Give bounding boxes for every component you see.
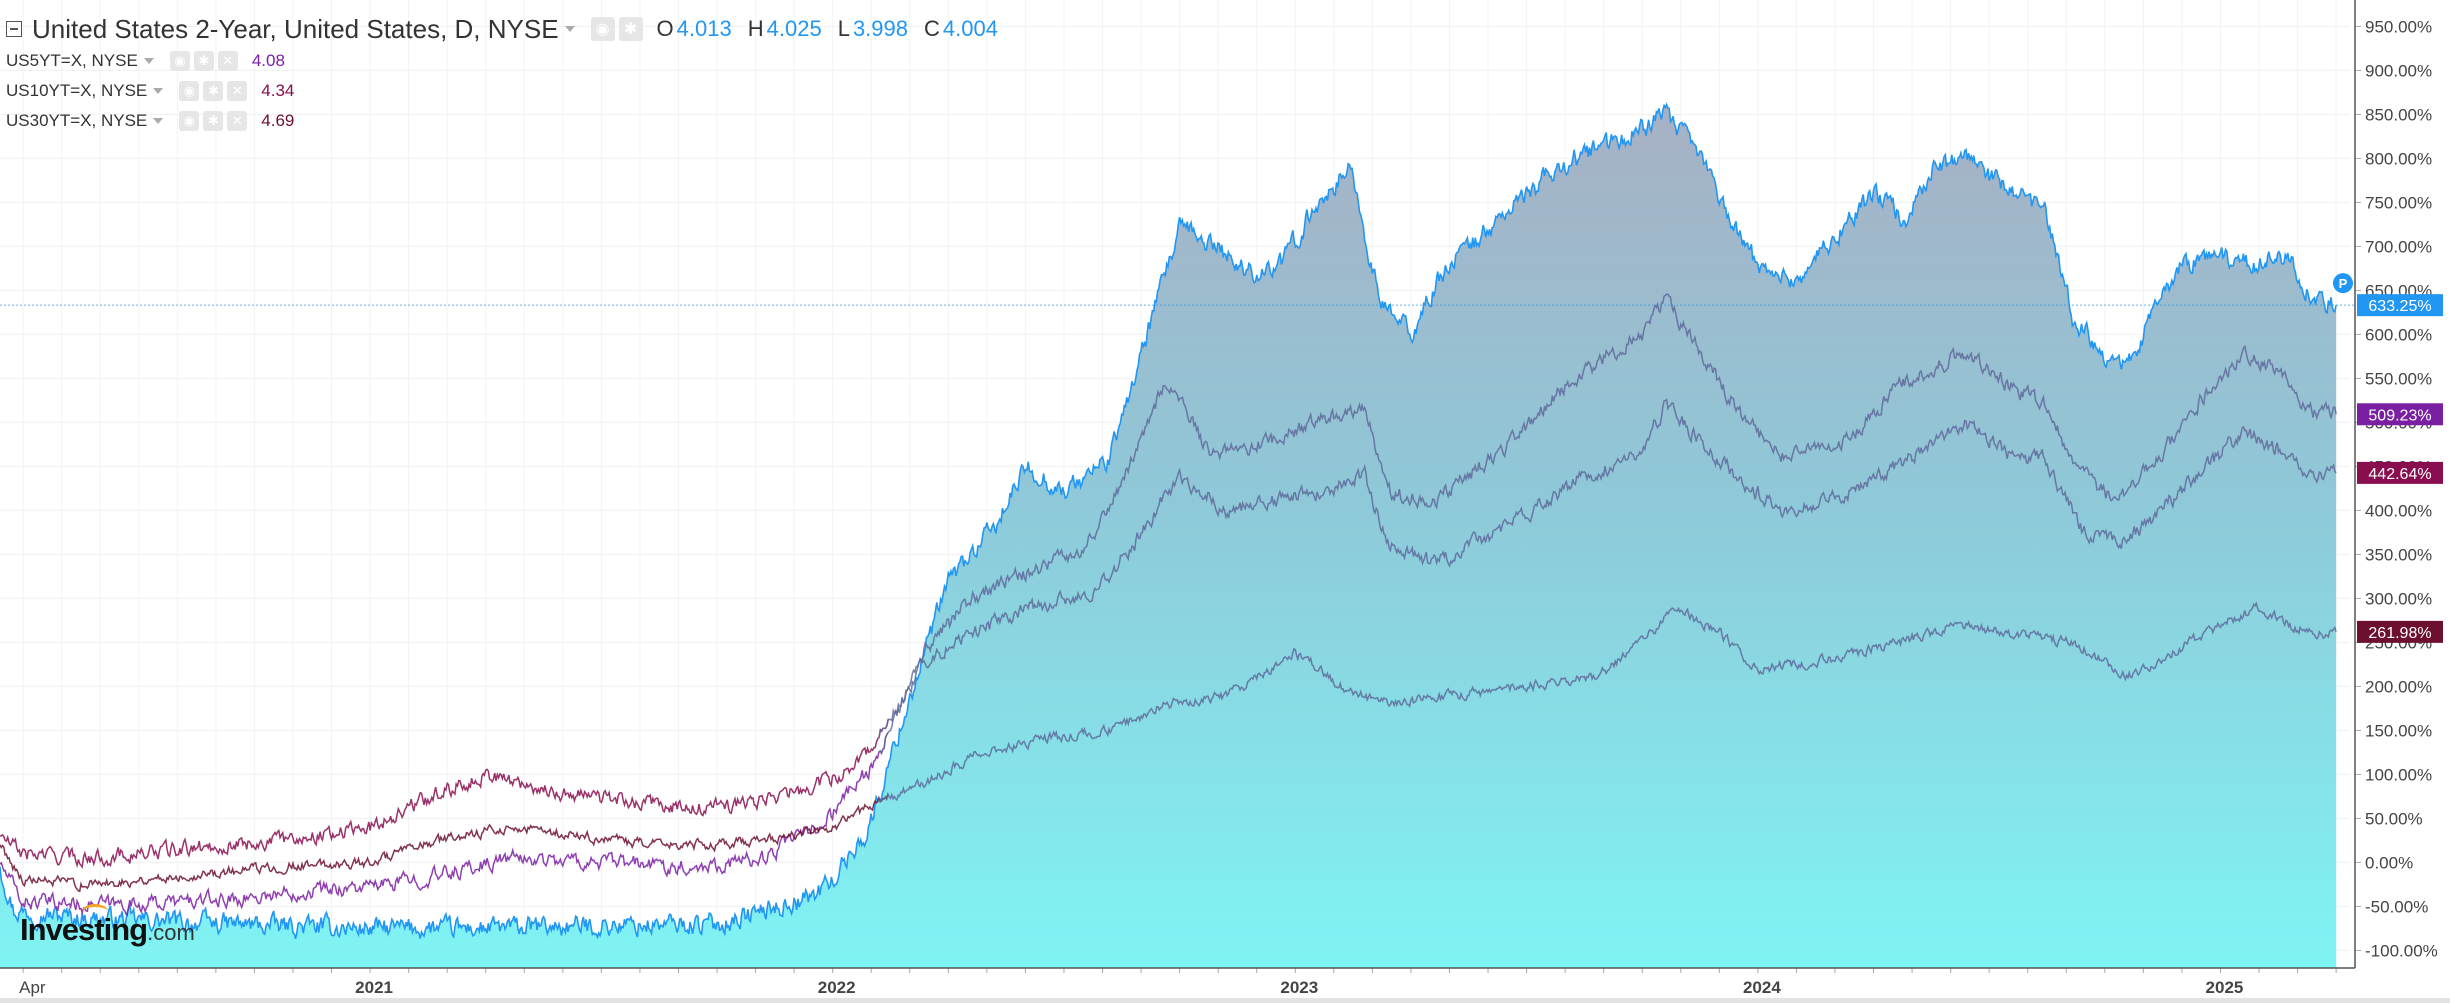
collapse-legend-icon[interactable] <box>6 21 22 37</box>
y-tick-label: 600.00% <box>2365 325 2432 344</box>
chevron-down-icon[interactable] <box>564 26 575 32</box>
eye-icon[interactable]: ◉ <box>169 51 190 71</box>
legend-series-row: US10YT=X, NYSE ◉ ✱ ✕ 4.34 <box>6 76 1014 106</box>
legend-series-row: US5YT=X, NYSE ◉ ✱ ✕ 4.08 <box>6 46 1014 76</box>
series-line-us5yt <box>0 732 889 917</box>
y-tick-label: 150.00% <box>2365 721 2432 740</box>
last-value-badge <box>2357 461 2443 484</box>
legend-series-name[interactable]: US5YT=X, NYSE <box>6 51 138 70</box>
series-line-us5yt-recent <box>878 293 2337 755</box>
series-line-2y <box>0 102 2337 940</box>
last-value-badge <box>2357 403 2443 426</box>
legend-main-row: United States 2-Year, United States, D, … <box>6 12 1014 46</box>
x-tick-label: Apr <box>19 978 46 997</box>
y-tick-label: 700.00% <box>2365 237 2432 256</box>
y-tick-label: 400.00% <box>2365 501 2432 520</box>
gear-icon[interactable]: ✱ <box>193 51 214 71</box>
legend-main-title[interactable]: United States 2-Year, United States, D, … <box>32 13 559 44</box>
low-value: L 3.998 <box>837 16 908 41</box>
gear-icon[interactable]: ✱ <box>618 17 643 41</box>
x-tick-label: 2022 <box>818 978 856 997</box>
y-tick-label: 750.00% <box>2365 193 2432 212</box>
x-tick-label: 2023 <box>1280 978 1318 997</box>
gear-icon[interactable]: ✱ <box>203 111 224 131</box>
y-tick-label: 200.00% <box>2365 677 2432 696</box>
y-tick-label: 0.00% <box>2365 853 2413 872</box>
logo-suffix: .com <box>147 920 195 945</box>
gear-icon[interactable]: ✱ <box>203 81 224 101</box>
chevron-down-icon[interactable] <box>153 88 164 94</box>
y-tick-label: 950.00% <box>2365 17 2432 36</box>
eye-icon[interactable]: ◉ <box>179 111 200 131</box>
price-marker-icon <box>2333 273 2353 294</box>
x-tick-label: 2025 <box>2206 978 2244 997</box>
high-value: H 4.025 <box>747 16 822 41</box>
last-value-label: 442.64% <box>2368 466 2431 483</box>
chevron-down-icon[interactable] <box>143 58 154 64</box>
y-tick-label: 350.00% <box>2365 545 2432 564</box>
investing-logo: Investing.com <box>20 904 195 948</box>
close-icon[interactable]: ✕ <box>217 51 238 71</box>
y-tick-label: -100.00% <box>2365 941 2438 960</box>
series-line-us30yt <box>0 793 889 893</box>
y-tick-label: 100.00% <box>2365 765 2432 784</box>
chart-legend: United States 2-Year, United States, D, … <box>6 12 1014 136</box>
y-tick-label: 300.00% <box>2365 589 2432 608</box>
close-value: C 4.004 <box>924 16 998 41</box>
legend-series-value: 4.69 <box>261 111 295 130</box>
legend-series-value: 4.08 <box>251 51 285 70</box>
x-tick-label: 2021 <box>355 978 393 997</box>
eye-icon[interactable]: ◉ <box>179 81 200 101</box>
x-tick-label: 2024 <box>1743 978 1781 997</box>
last-value-label: 633.25% <box>2368 298 2431 315</box>
y-tick-label: 800.00% <box>2365 149 2432 168</box>
y-tick-label: 50.00% <box>2365 809 2423 828</box>
last-value-badge <box>2357 294 2443 317</box>
logo-arc-icon <box>82 904 108 919</box>
price-marker-label: P <box>2339 276 2348 291</box>
open-value: O 4.013 <box>656 16 732 41</box>
y-tick-label: -50.00% <box>2365 897 2428 916</box>
y-tick-label: 900.00% <box>2365 61 2432 80</box>
close-icon[interactable]: ✕ <box>227 81 248 101</box>
legend-series-value: 4.34 <box>261 81 295 100</box>
legend-series-name[interactable]: US10YT=X, NYSE <box>6 81 148 100</box>
bottom-scroll-strip <box>0 998 2450 1003</box>
series-line-us10yt <box>0 719 889 869</box>
last-value-label: 261.98% <box>2368 625 2431 642</box>
legend-series-row: US30YT=X, NYSE ◉ ✱ ✕ 4.69 <box>6 106 1014 136</box>
y-tick-label: 550.00% <box>2365 369 2432 388</box>
last-value-label: 509.23% <box>2368 407 2431 424</box>
series-line-us10yt-recent <box>878 398 2337 738</box>
last-value-badge <box>2357 620 2443 643</box>
area-fill-2y <box>0 104 2337 968</box>
eye-icon[interactable]: ◉ <box>590 17 615 41</box>
series-line-us30yt-recent <box>878 601 2337 803</box>
y-tick-label: 850.00% <box>2365 105 2432 124</box>
legend-series-name[interactable]: US30YT=X, NYSE <box>6 111 148 130</box>
chevron-down-icon[interactable] <box>153 118 164 124</box>
close-icon[interactable]: ✕ <box>227 111 248 131</box>
